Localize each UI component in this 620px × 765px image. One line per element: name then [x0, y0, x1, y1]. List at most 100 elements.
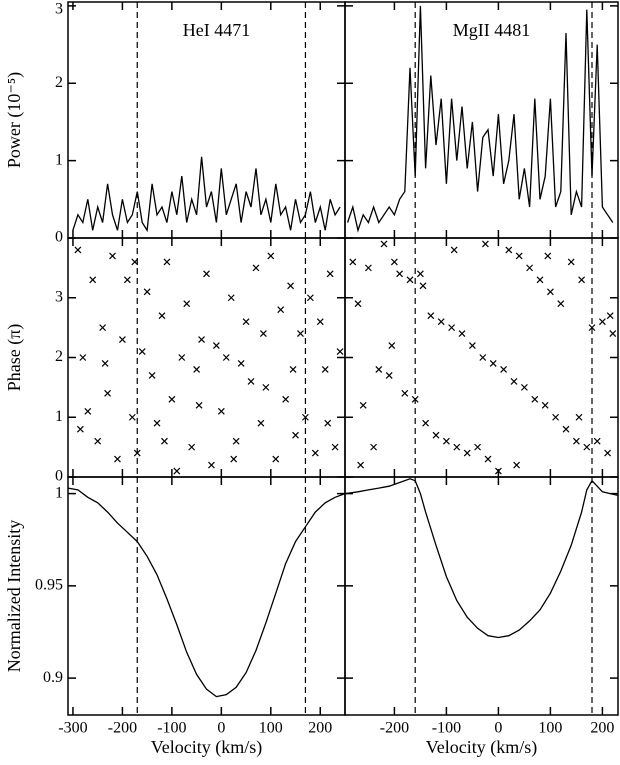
point	[396, 270, 404, 278]
point	[133, 449, 141, 457]
point	[123, 276, 131, 284]
x-tick-label: -100	[157, 720, 186, 737]
line	[344, 478, 619, 639]
point	[101, 360, 109, 367]
point	[153, 419, 161, 427]
point	[188, 443, 196, 451]
point	[99, 324, 107, 332]
point	[178, 354, 186, 361]
point	[448, 324, 456, 332]
point	[277, 306, 285, 314]
point	[289, 366, 297, 373]
point	[128, 413, 136, 421]
point	[593, 437, 601, 445]
point	[114, 455, 121, 463]
point	[557, 300, 565, 308]
point	[195, 401, 203, 409]
point	[302, 413, 309, 421]
point	[546, 288, 554, 296]
point	[359, 401, 367, 409]
point	[526, 264, 534, 272]
point	[604, 449, 612, 457]
point	[544, 252, 552, 260]
point	[380, 240, 388, 248]
x-tick-label: 100	[259, 720, 283, 737]
point	[257, 419, 265, 427]
point	[364, 264, 372, 272]
point	[354, 300, 362, 308]
point	[422, 419, 430, 427]
y-axis-label: Phase (π)	[4, 324, 25, 392]
point	[76, 425, 84, 433]
point	[481, 240, 489, 248]
point	[198, 336, 205, 343]
point	[79, 354, 87, 361]
point	[458, 330, 466, 338]
point	[84, 407, 92, 415]
line	[346, 5, 614, 233]
x-tick-label: 200	[308, 720, 332, 737]
point	[541, 401, 549, 409]
y-tick-label: 0.95	[35, 577, 63, 594]
x-tick-label: -300	[58, 720, 87, 737]
y-tick-label: 0.9	[43, 669, 63, 686]
point	[208, 461, 215, 469]
point	[252, 264, 260, 272]
point	[442, 437, 450, 445]
point	[427, 312, 435, 320]
point	[370, 443, 378, 451]
point	[282, 395, 290, 403]
point	[531, 395, 539, 403]
point	[479, 354, 487, 361]
point	[232, 437, 240, 445]
y-tick-label: 0	[55, 468, 63, 485]
point	[494, 467, 502, 475]
point	[513, 461, 521, 469]
point	[321, 366, 329, 373]
x-tick-label: 100	[538, 720, 562, 737]
point	[567, 258, 575, 266]
point	[104, 389, 111, 397]
point	[515, 252, 523, 260]
x-axis-label: Velocity (km/s)	[426, 737, 537, 758]
y-tick-label: 3	[55, 1, 63, 18]
point	[437, 318, 445, 326]
point	[375, 366, 383, 373]
point	[390, 258, 398, 266]
point	[572, 437, 580, 445]
point	[505, 246, 513, 254]
line	[67, 487, 346, 698]
point	[143, 288, 151, 296]
point	[578, 276, 586, 284]
point	[89, 276, 97, 284]
point	[158, 312, 166, 320]
point	[401, 389, 409, 397]
point	[131, 258, 139, 266]
point	[357, 461, 365, 469]
point	[297, 330, 304, 338]
point	[74, 246, 82, 254]
point	[94, 437, 102, 445]
annotation: HeI 4471	[183, 20, 250, 40]
point	[267, 252, 275, 260]
point	[419, 282, 427, 290]
point	[583, 443, 591, 451]
point	[168, 395, 176, 403]
point	[161, 437, 168, 445]
point	[388, 342, 396, 349]
point	[474, 443, 482, 451]
point	[500, 366, 508, 373]
y-tick-label: 1	[55, 484, 63, 501]
point	[193, 366, 201, 373]
y-axis-label: Normalized Intensity	[4, 520, 24, 672]
point	[242, 318, 250, 326]
point	[262, 383, 270, 391]
x-tick-label: -200	[380, 720, 409, 737]
point	[510, 377, 518, 385]
point	[406, 276, 414, 284]
point	[453, 443, 461, 451]
point	[183, 300, 191, 308]
point	[489, 360, 497, 367]
point	[311, 449, 319, 457]
